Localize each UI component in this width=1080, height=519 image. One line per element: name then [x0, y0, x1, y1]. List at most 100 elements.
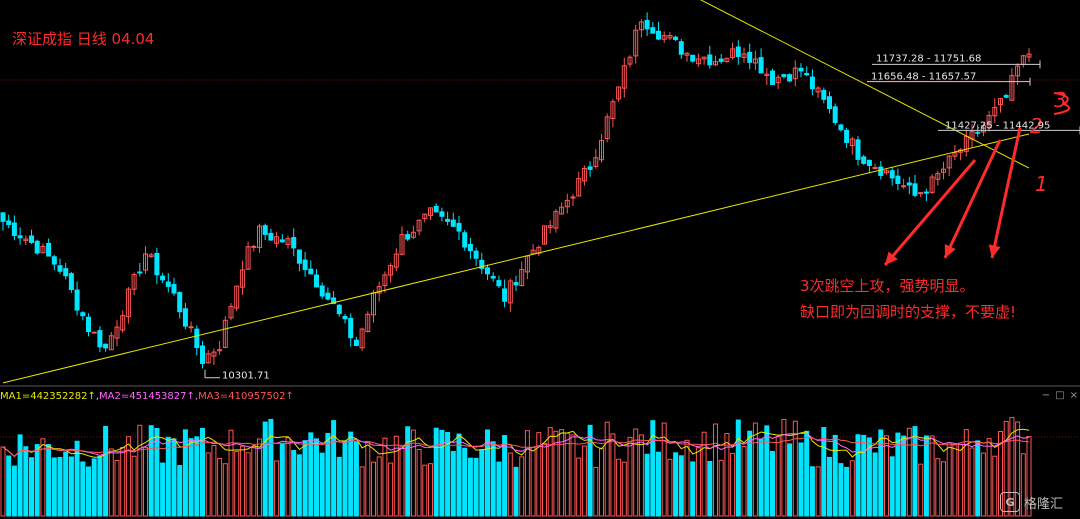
volume-bar	[998, 430, 1003, 517]
volume-bar	[941, 461, 946, 517]
candle-body	[11, 222, 17, 236]
candle-body	[770, 70, 775, 86]
candle-body	[889, 170, 895, 179]
candle-body	[382, 274, 388, 287]
volume-bar	[143, 446, 148, 517]
ma-legend: MA1=442352282↑,MA2=451453827↑,MA3=410957…	[0, 391, 294, 402]
volume-bar	[832, 434, 838, 517]
candle-body	[701, 56, 707, 60]
volume-bar	[559, 429, 565, 517]
candle-body	[661, 35, 667, 40]
volume-bar	[1020, 453, 1026, 517]
candle-body	[160, 275, 166, 281]
candle-body	[274, 236, 280, 244]
candle-body	[120, 315, 126, 331]
volume-bar	[599, 447, 604, 517]
volume-bar	[547, 427, 553, 517]
volume-bar	[445, 431, 451, 517]
candle-body	[177, 292, 183, 313]
candle-body	[34, 240, 40, 254]
volume-bar	[775, 436, 781, 517]
candle-body	[217, 349, 223, 352]
candle-body	[752, 58, 758, 64]
volume-bar	[587, 424, 593, 517]
candle-body	[621, 65, 627, 89]
volume-bar	[627, 436, 633, 517]
candle-body	[245, 246, 251, 270]
volume-bar	[17, 434, 23, 517]
candle-body	[980, 125, 986, 133]
volume-bar	[211, 445, 217, 517]
candle-body	[410, 231, 416, 238]
price-label: 10301.71	[222, 371, 270, 382]
volume-bar	[633, 428, 639, 517]
volume-bar	[314, 438, 319, 517]
volume-bar	[342, 440, 348, 517]
candle-body	[992, 106, 998, 117]
volume-bar	[285, 437, 291, 517]
candle-body	[348, 317, 354, 339]
volume-bar	[257, 438, 262, 517]
candle-body	[735, 46, 741, 57]
candle-body	[6, 220, 12, 226]
volume-bar	[969, 447, 975, 517]
candle-body	[986, 115, 992, 129]
volume-bar	[348, 431, 354, 517]
candle-body	[599, 139, 604, 161]
candle-body	[633, 29, 639, 57]
volume-bar	[530, 446, 536, 517]
volume-bar	[718, 459, 724, 517]
close-icon[interactable]: ×	[1069, 390, 1078, 401]
volume-bar	[279, 442, 285, 517]
candle-body	[308, 268, 314, 275]
volume-bar	[809, 466, 815, 517]
volume-bar	[496, 461, 502, 517]
volume-bar	[946, 442, 952, 517]
candle-body	[285, 238, 291, 245]
candle-body	[855, 139, 861, 160]
volume-bar	[644, 453, 650, 517]
candle-body	[365, 313, 371, 333]
candle-body	[941, 168, 946, 173]
volume-bar	[228, 429, 234, 517]
volume-bar	[787, 443, 793, 517]
candle-body	[718, 58, 724, 62]
volume-bar	[507, 452, 513, 517]
ma3-line	[2, 436, 1030, 458]
volume-bar	[382, 437, 388, 517]
candle-body	[405, 234, 411, 240]
volume-bar	[479, 449, 485, 517]
candle-body	[336, 304, 342, 315]
volume-bar	[502, 435, 508, 517]
volume-bar	[519, 456, 525, 517]
volume-bar	[912, 426, 918, 517]
volume-bar	[884, 435, 889, 517]
volume-bar	[878, 429, 884, 517]
volume-bar	[918, 463, 924, 517]
candle-body	[433, 205, 439, 213]
volume-bar	[866, 437, 872, 517]
volume-bar	[690, 461, 696, 517]
candle-body	[211, 351, 217, 357]
candle-body	[929, 176, 935, 193]
volume-bar	[194, 436, 200, 517]
candle-body	[895, 175, 901, 184]
volume-bar	[821, 427, 827, 517]
volume-bar	[581, 445, 587, 517]
volume-bar	[182, 429, 188, 517]
candle-body	[832, 106, 838, 124]
ma2-line	[2, 433, 1030, 458]
maximize-icon[interactable]: □	[1055, 390, 1065, 401]
candle-body	[610, 101, 616, 119]
gap-number-mark: 3	[1054, 88, 1067, 112]
candle-body	[1009, 75, 1015, 101]
candle-body	[787, 74, 793, 82]
candle-body	[63, 268, 69, 277]
volume-bar	[51, 457, 57, 517]
volume-bar	[1015, 421, 1021, 517]
candle-body	[17, 235, 23, 239]
minimize-icon[interactable]: −	[1041, 390, 1051, 401]
volume-bar	[137, 424, 143, 517]
candle-body	[205, 353, 211, 364]
candle-body	[114, 326, 120, 339]
